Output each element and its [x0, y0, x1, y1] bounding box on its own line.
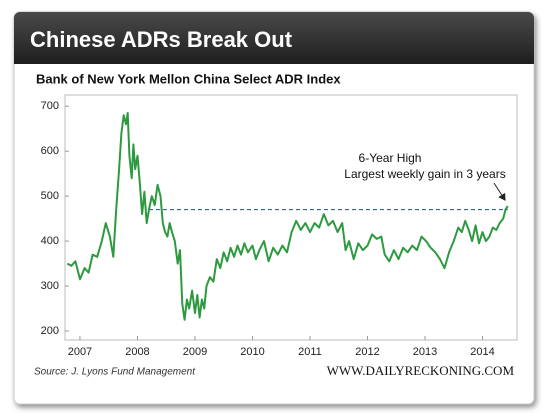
x-tick-label: 2009 — [183, 346, 207, 358]
arrow — [493, 182, 506, 201]
line-series — [66, 112, 509, 321]
x-tick-label: 2008 — [125, 346, 149, 358]
y-tick-label: 400 — [41, 235, 59, 247]
y-tick-label: 300 — [41, 280, 59, 292]
website: WWW.DAILYRECKONING.COM — [327, 363, 515, 378]
y-tick-label: 700 — [41, 100, 59, 112]
title: Chinese ADRs Break Out — [30, 27, 293, 52]
y-tick-label: 600 — [41, 145, 59, 157]
plot-frame — [64, 94, 518, 341]
annotation: Largest weekly gain in 3 years — [344, 167, 505, 181]
x-tick-label: 2010 — [240, 346, 264, 358]
x-tick-label: 2013 — [413, 346, 437, 358]
source: Source: J. Lyons Fund Management — [34, 367, 196, 378]
x-tick-label: 2012 — [355, 346, 379, 358]
x-tick-label: 2014 — [470, 346, 494, 358]
x-tick-label: 2007 — [68, 346, 92, 358]
subtitle: Bank of New York Mellon China Select ADR… — [36, 71, 341, 86]
annotation: 6-Year High — [359, 151, 422, 165]
y-tick-label: 200 — [41, 325, 59, 337]
header — [14, 12, 534, 64]
y-tick-label: 500 — [41, 190, 59, 202]
x-tick-label: 2011 — [298, 346, 322, 358]
